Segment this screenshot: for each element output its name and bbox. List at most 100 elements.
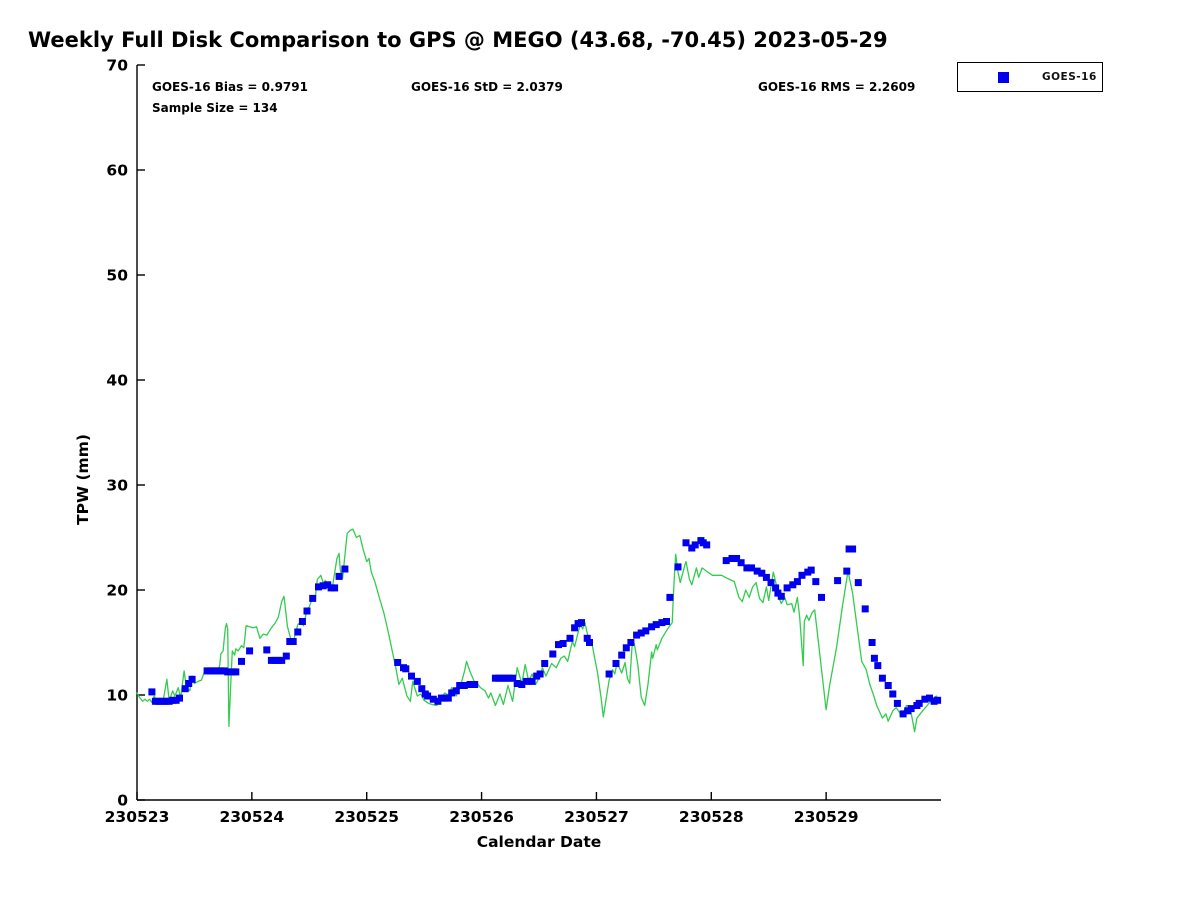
goes16-data-point (642, 627, 650, 635)
goes16-data-point (921, 695, 929, 703)
stat-rms: GOES-16 RMS = 2.2609 (758, 80, 916, 94)
goes16-data-point (402, 665, 410, 673)
goes16-data-point (878, 674, 886, 682)
goes16-data-point (772, 584, 780, 592)
page-title: Weekly Full Disk Comparison to GPS @ MEG… (28, 28, 888, 52)
x-tick-label: 230524 (219, 808, 284, 826)
y-tick-label: 70 (106, 57, 128, 75)
stat-bias: GOES-16 Bias = 0.9791 (152, 80, 308, 94)
goes16-data-point (555, 641, 562, 649)
goes16-data-point (566, 634, 574, 642)
x-tick-label: 230527 (564, 808, 629, 826)
y-tick-label: 40 (106, 372, 128, 390)
goes16-data-point (224, 668, 232, 676)
y-tick-label: 50 (106, 267, 128, 285)
legend-square-marker-icon (998, 71, 1009, 83)
goes16-data-point (246, 647, 254, 655)
x-tick-label: 230529 (794, 808, 859, 826)
goes16-data-point (232, 668, 240, 676)
goes16-data-point (834, 577, 842, 585)
goes16-data-point (298, 618, 306, 625)
x-tick-label: 230528 (679, 808, 744, 826)
goes16-data-point (315, 583, 322, 591)
goes16-data-point (429, 695, 437, 703)
goes16-data-point (648, 623, 656, 631)
axes (136, 64, 941, 801)
goes16-data-point (408, 672, 415, 680)
goes16-data-point (522, 677, 530, 685)
goes16-data-point (319, 582, 327, 590)
goes16-data-point (783, 584, 791, 592)
goes16-data-point (509, 674, 517, 682)
goes16-data-point (448, 689, 456, 697)
gps-line-series (136, 528, 941, 733)
goes16-data-point (861, 605, 869, 613)
goes16-data-point (889, 690, 897, 698)
stat-sample-size: Sample Size = 134 (152, 101, 278, 115)
goes16-data-point (148, 688, 156, 696)
x-tick-label: 230526 (449, 808, 514, 826)
goes16-data-point (583, 634, 591, 642)
legend-entry-label: GOES-16 (1042, 71, 1097, 83)
goes16-data-point (518, 681, 526, 688)
goes16-data-point (394, 659, 402, 666)
goes16-data-point (722, 557, 730, 565)
goes16-data-point (743, 564, 751, 572)
goes16-data-point (874, 662, 882, 670)
goes16-data-point (335, 572, 343, 580)
goes16-data-point (278, 656, 286, 664)
goes16-data-point (294, 628, 302, 636)
goes16-data-point (884, 682, 892, 689)
goes16-data-point (663, 618, 670, 625)
goes16-data-point (737, 559, 745, 567)
goes16-data-point (424, 692, 432, 700)
goes16-data-point (618, 651, 626, 659)
goes16-data-point (870, 654, 878, 662)
goes16-data-point (666, 593, 674, 601)
y-axis-label: TPW (mm) (74, 434, 92, 525)
goes16-data-point (612, 660, 620, 667)
goes16-data-point (303, 607, 311, 615)
goes16-data-point (843, 567, 851, 575)
goes16-data-point (309, 594, 317, 602)
goes16-data-point (185, 680, 193, 687)
x-tick-label: 230523 (105, 808, 170, 826)
y-tick-label: 20 (106, 582, 128, 600)
goes16-data-point (934, 696, 942, 704)
goes16-data-point (849, 545, 857, 553)
goes16-data-point (622, 644, 630, 652)
goes16-data-point (818, 593, 825, 601)
goes16-data-point (674, 563, 682, 571)
goes16-data-point (633, 631, 641, 639)
goes16-data-point (444, 694, 452, 702)
goes16-data-point (466, 681, 474, 688)
goes16-data-point (176, 694, 183, 702)
goes16-data-point (188, 675, 196, 683)
goes16-data-point (807, 566, 815, 574)
goes16-data-point (758, 569, 766, 577)
goes16-data-point (289, 638, 297, 645)
goes16-data-point (703, 541, 711, 549)
goes16-data-point (926, 694, 933, 702)
goes16-data-point (682, 539, 690, 547)
goes16-data-point (733, 555, 741, 562)
goes16-data-point (605, 670, 613, 678)
goes16-data-point (753, 567, 761, 575)
goes16-data-point (777, 592, 785, 600)
goes16-data-point (456, 682, 464, 689)
goes16-data-point (586, 639, 593, 646)
goes16-data-point (767, 579, 775, 587)
stat-std: GOES-16 StD = 2.0379 (411, 80, 563, 94)
goes16-data-point (452, 687, 460, 695)
x-tick-label: 230525 (334, 808, 399, 826)
goes16-data-point (181, 685, 189, 693)
goes16-data-point (536, 670, 544, 678)
goes16-data-point (578, 619, 585, 627)
goes16-data-point (263, 646, 271, 654)
goes16-data-point (868, 639, 876, 646)
y-tick-label: 10 (106, 687, 128, 705)
goes16-data-point (413, 677, 421, 685)
goes16-data-point (854, 579, 862, 587)
goes16-data-point (559, 640, 567, 647)
